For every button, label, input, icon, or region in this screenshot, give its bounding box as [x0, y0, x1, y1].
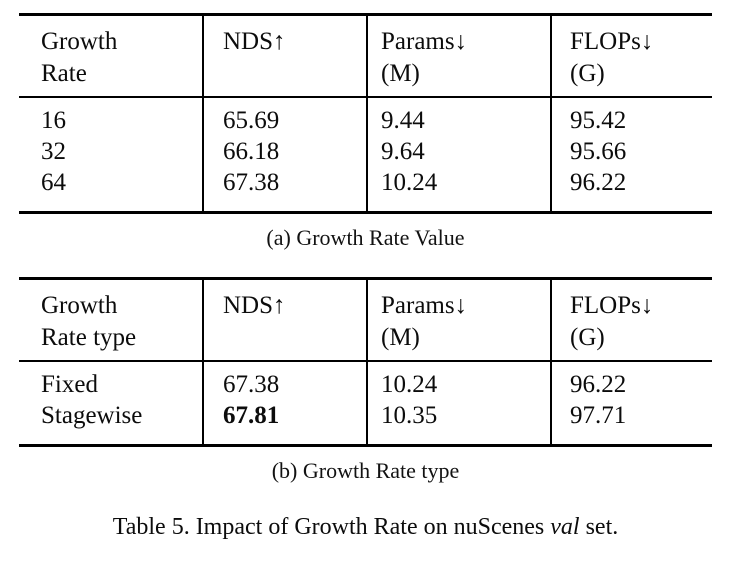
flops-value: 96.22 — [550, 167, 712, 211]
subtable-b: Growth Rate type NDS↑ Params↓ (M) FLOPs↓… — [19, 277, 712, 447]
figure-caption-emphasis: val — [550, 514, 580, 540]
header-line2: Rate type — [41, 324, 137, 351]
header-line1: NDS↑ — [223, 28, 286, 55]
header-line1: FLOPs↓ — [570, 28, 654, 55]
growth-rate-type: Fixed — [41, 371, 98, 398]
flops-value: 95.66 — [550, 136, 712, 167]
params-value: 9.64 — [366, 136, 550, 167]
nds-value: 67.38 — [202, 362, 366, 400]
flops-value: 95.42 — [550, 98, 712, 136]
nds-value: 65.69 — [202, 98, 366, 136]
header-row: Growth Rate NDS↑ Params↓ (M) FLOPs↓ (G) — [19, 16, 712, 96]
header-line1: Params↓ — [381, 28, 468, 55]
nds-value: 66.18 — [202, 136, 366, 167]
growth-rate-value: 32 — [41, 138, 66, 165]
mid-rule — [19, 96, 712, 98]
params-value: 10.24 — [366, 167, 550, 211]
header-line1: FLOPs↓ — [570, 292, 654, 319]
header-line1: Growth — [41, 292, 118, 319]
flops-value: 96.22 — [550, 362, 712, 400]
column-header-flops: FLOPs↓ (G) — [550, 16, 712, 96]
subtable-a-caption: (a) Growth Rate Value — [266, 225, 465, 250]
growth-rate-value: 16 — [41, 107, 66, 134]
flops-value: 97.71 — [550, 400, 712, 444]
table-row: 64 67.38 10.24 96.22 — [19, 167, 712, 211]
subtable-a: Growth Rate NDS↑ Params↓ (M) FLOPs↓ (G) … — [19, 13, 712, 214]
paper-table-figure: Growth Rate NDS↑ Params↓ (M) FLOPs↓ (G) … — [0, 13, 731, 542]
header-line2: (M) — [381, 324, 420, 351]
table-row: 16 65.69 9.44 95.42 — [19, 98, 712, 136]
top-rule — [19, 13, 712, 16]
top-rule — [19, 277, 712, 280]
column-header-nds: NDS↑ — [202, 16, 366, 96]
growth-rate-type: Stagewise — [41, 402, 143, 429]
header-line1: Params↓ — [381, 292, 468, 319]
column-header-growth-rate: Growth Rate — [19, 16, 202, 96]
nds-value-best: 67.81 — [202, 400, 366, 444]
subtable-b-caption: (b) Growth Rate type — [271, 458, 460, 483]
header-line2: (G) — [570, 60, 605, 87]
column-header-params: Params↓ (M) — [366, 280, 550, 360]
mid-rule — [19, 360, 712, 362]
column-header-params: Params↓ (M) — [366, 16, 550, 96]
figure-caption: Table 5. Impact of Growth Rate on nuScen… — [0, 512, 731, 542]
figure-caption-prefix: Table 5. Impact of Growth Rate on nuScen… — [112, 514, 551, 540]
table-row: Stagewise 67.81 10.35 97.71 — [19, 400, 712, 444]
header-line2: Rate — [41, 60, 87, 87]
header-line1: NDS↑ — [223, 292, 286, 319]
column-header-nds: NDS↑ — [202, 280, 366, 360]
params-value: 10.24 — [366, 362, 550, 400]
column-header-flops: FLOPs↓ (G) — [550, 280, 712, 360]
growth-rate-value: 64 — [41, 169, 66, 196]
header-line1: Growth — [41, 28, 118, 55]
params-value: 10.35 — [366, 400, 550, 444]
table-row: 32 66.18 9.64 95.66 — [19, 136, 712, 167]
bottom-rule — [19, 211, 712, 214]
figure-caption-suffix: set. — [579, 514, 619, 540]
params-value: 9.44 — [366, 98, 550, 136]
bottom-rule — [19, 444, 712, 447]
table-row: Fixed 67.38 10.24 96.22 — [19, 362, 712, 400]
header-line2: (M) — [381, 60, 420, 87]
header-row: Growth Rate type NDS↑ Params↓ (M) FLOPs↓… — [19, 280, 712, 360]
nds-value: 67.38 — [202, 167, 366, 211]
header-line2: (G) — [570, 324, 605, 351]
column-header-growth-rate-type: Growth Rate type — [19, 280, 202, 360]
